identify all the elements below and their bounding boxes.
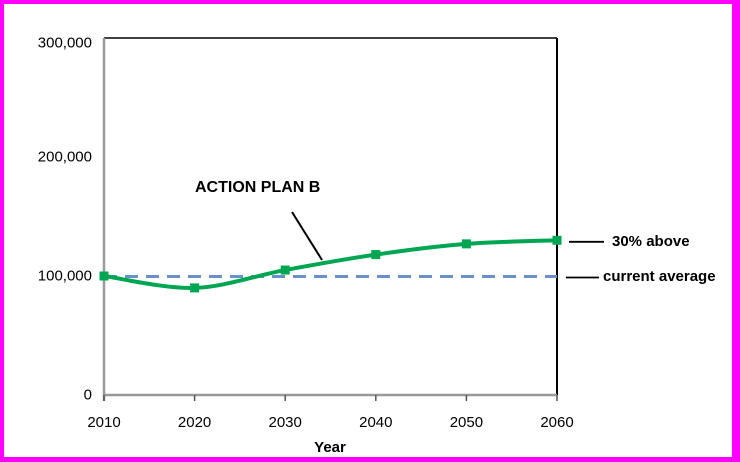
data-point-marker [190, 283, 200, 293]
reference-line-label: current average [603, 268, 716, 285]
y-axis-tick-label: 200,000 [37, 148, 92, 166]
x-axis-tick-label: 2030 [268, 414, 302, 431]
y-axis-tick-label: 100,000 [37, 267, 92, 285]
x-axis-title: Year [314, 439, 346, 456]
x-axis-tick-label: 2040 [359, 414, 393, 431]
series-annotation: ACTION PLAN B [195, 179, 321, 196]
y-axis-tick-label: 0 [83, 386, 92, 404]
end-value-label: 30% above [612, 233, 690, 250]
x-axis-tick-label: 2050 [449, 414, 484, 431]
x-axis-tick-label: 2020 [177, 414, 212, 431]
annotation-callout-line [291, 211, 323, 261]
data-point-marker [461, 239, 471, 249]
series-line [102, 238, 559, 290]
x-axis-tick-label: 2060 [540, 414, 574, 431]
data-point-marker [552, 235, 562, 245]
y-axis-tick-label: 300,000 [37, 34, 92, 52]
x-axis-tick-label: 2010 [87, 414, 121, 431]
data-point-marker [280, 265, 290, 275]
data-point-marker [99, 271, 109, 281]
data-point-marker [371, 250, 381, 260]
